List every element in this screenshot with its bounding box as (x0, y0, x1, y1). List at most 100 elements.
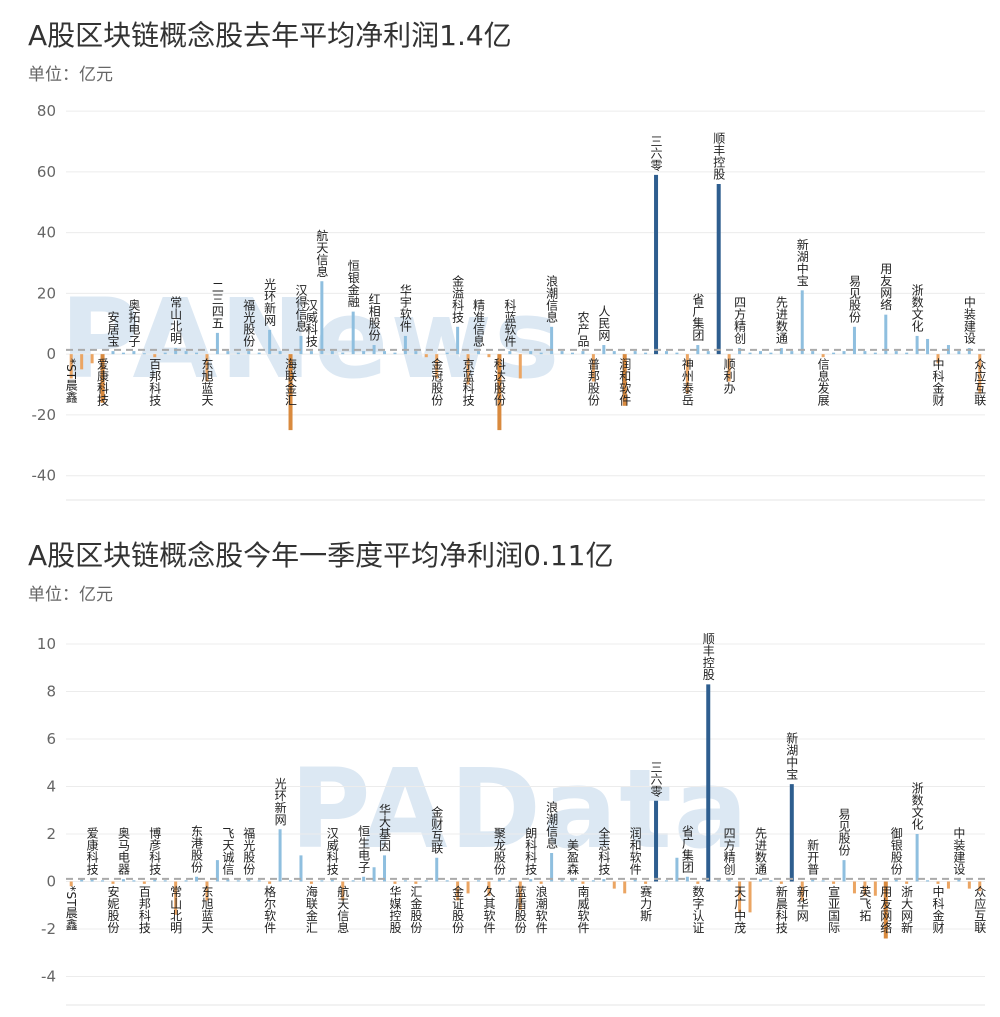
bar (456, 326, 460, 355)
bar-label: 汇金股份 (409, 885, 423, 933)
bar (69, 354, 73, 379)
bar-label: 华媒控股 (388, 885, 402, 934)
bar-label: 航天信息 (336, 884, 350, 933)
bar (372, 345, 376, 355)
chart-title: A股区块链概念股今年一季度平均净利润0.11亿 (28, 539, 614, 572)
y-tick-label: -4 (41, 968, 56, 986)
bar (894, 351, 898, 355)
chart-title: A股区块链概念股去年平均净利润1.4亿 (28, 19, 512, 52)
bar (915, 335, 919, 355)
bar-label: 百邦科技 (137, 886, 151, 934)
bar (205, 354, 209, 382)
bar (717, 880, 721, 882)
bar-label: 蓝盾股份 (513, 885, 527, 933)
bar (602, 345, 606, 355)
bar (654, 800, 659, 882)
bar (288, 354, 293, 431)
bar (226, 351, 230, 355)
bar (894, 879, 898, 882)
y-tick-label: 60 (37, 163, 56, 181)
bar (779, 348, 783, 355)
bar (518, 354, 522, 379)
bar-label: 海联金汇 (304, 884, 318, 933)
bar (863, 881, 867, 896)
bar (487, 354, 491, 358)
bar (821, 880, 825, 882)
bar (80, 354, 84, 370)
bar (727, 354, 731, 382)
bar (403, 335, 407, 355)
bar (101, 880, 105, 882)
bar (696, 345, 700, 355)
bar-label: 浪潮信息 (545, 273, 559, 322)
bar (487, 881, 491, 896)
bar-label: 天广中茂 (733, 886, 747, 934)
bar-label: 福光股份 (242, 826, 256, 875)
bar (675, 352, 679, 355)
bar-label: 省广集团 (680, 824, 694, 873)
bar-label: 新晨科技 (774, 884, 788, 933)
bar-label: 中装建设 (962, 295, 976, 345)
bar (142, 881, 146, 884)
bar-label: 福光股份 (242, 298, 256, 347)
bar (664, 880, 668, 882)
bar (424, 354, 428, 358)
bar (195, 876, 199, 882)
bar (278, 351, 282, 355)
bar (758, 351, 762, 355)
bar-label: 中装建设 (952, 826, 966, 876)
bar-label: 数字认证 (691, 884, 705, 933)
bar (362, 351, 366, 355)
bar (539, 352, 543, 355)
bar-label: 光环新网 (273, 777, 287, 825)
bar (685, 354, 689, 394)
bar (518, 881, 522, 910)
bar (393, 881, 397, 884)
bar (330, 351, 334, 355)
bar (100, 354, 105, 403)
bar (351, 311, 355, 355)
bar (477, 880, 481, 882)
bar (121, 879, 125, 882)
bar-label: 恒生电子 (357, 824, 371, 872)
bar-label: 精准信息 (472, 299, 486, 347)
bar-label: 朗科科技 (524, 827, 538, 875)
bar (873, 881, 877, 896)
bar (832, 352, 836, 355)
y-tick-label: 8 (46, 683, 56, 701)
bar (842, 860, 846, 882)
bar (508, 351, 512, 355)
bar-label: 用友网络 (879, 886, 893, 934)
bar (622, 354, 627, 406)
bar-label: 奥拓电子 (127, 299, 141, 347)
bar (351, 880, 355, 882)
bar (414, 351, 418, 355)
bar-label: 浙大网新 (900, 885, 914, 933)
bar-label: 普邦股份 (586, 358, 600, 406)
bar-label: 金溢科技 (451, 273, 465, 322)
bar (445, 352, 449, 355)
bar-label: 安居宝 (106, 310, 120, 347)
bar (769, 880, 773, 882)
bar-label: 二三四五 (210, 281, 224, 329)
bar (236, 352, 240, 355)
bar-label: 润和软件 (618, 358, 632, 406)
bar-label: 顺丰控股 (712, 132, 726, 181)
bar (612, 351, 616, 355)
bar (873, 352, 877, 355)
bar (560, 351, 564, 355)
bar (466, 354, 470, 385)
y-tick-label: 20 (37, 284, 56, 302)
bar (633, 879, 637, 882)
bar (90, 879, 94, 882)
bar-label: 浙数文化 (910, 283, 924, 332)
bar-label: 爱康科技 (85, 827, 99, 875)
bar-label: 常山北明 (169, 296, 183, 345)
bar (967, 348, 971, 355)
bar (936, 354, 940, 364)
bar (539, 881, 543, 884)
bar (821, 354, 825, 358)
y-tick-label: 0 (46, 345, 56, 363)
bar-label: 南威软件 (576, 884, 590, 933)
bar (69, 881, 73, 887)
